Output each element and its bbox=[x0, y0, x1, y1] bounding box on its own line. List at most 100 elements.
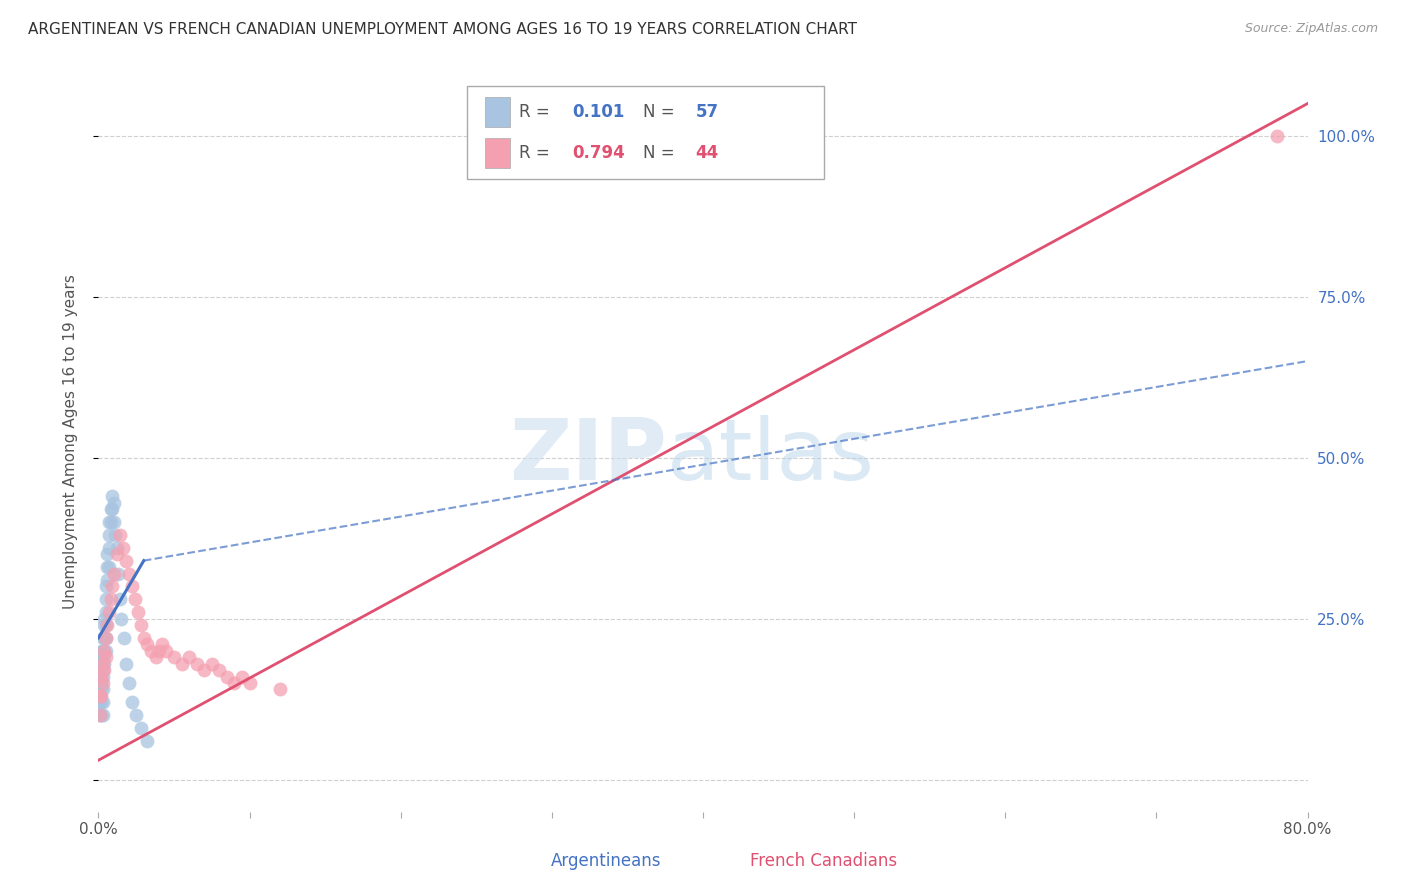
Point bbox=[170, 657, 193, 671]
Point bbox=[90, 650, 112, 665]
Point bbox=[100, 592, 122, 607]
Point bbox=[89, 689, 111, 703]
Point bbox=[93, 663, 115, 677]
Point bbox=[90, 676, 112, 690]
Point bbox=[101, 579, 124, 593]
Point bbox=[91, 669, 114, 683]
Point bbox=[105, 547, 128, 561]
Text: 57: 57 bbox=[696, 103, 718, 121]
Text: Argentineans: Argentineans bbox=[551, 853, 661, 871]
Point bbox=[101, 489, 124, 503]
Text: ARGENTINEAN VS FRENCH CANADIAN UNEMPLOYMENT AMONG AGES 16 TO 19 YEARS CORRELATIO: ARGENTINEAN VS FRENCH CANADIAN UNEMPLOYM… bbox=[28, 22, 858, 37]
Point bbox=[98, 541, 121, 555]
Point bbox=[89, 695, 111, 709]
Point bbox=[100, 502, 122, 516]
Point bbox=[124, 592, 146, 607]
Point bbox=[125, 708, 148, 723]
Text: 0.101: 0.101 bbox=[572, 103, 624, 121]
Text: R =: R = bbox=[519, 103, 555, 121]
Point bbox=[98, 605, 121, 619]
Text: 0.794: 0.794 bbox=[572, 144, 626, 161]
Point bbox=[91, 650, 114, 665]
Point bbox=[89, 676, 111, 690]
Point bbox=[231, 669, 253, 683]
Text: Source: ZipAtlas.com: Source: ZipAtlas.com bbox=[1244, 22, 1378, 36]
Point bbox=[94, 631, 117, 645]
Point bbox=[91, 708, 114, 723]
Point bbox=[93, 644, 115, 658]
Point bbox=[224, 676, 246, 690]
Point bbox=[186, 657, 208, 671]
Point bbox=[94, 644, 117, 658]
Point bbox=[150, 637, 173, 651]
Point bbox=[91, 657, 114, 671]
Point bbox=[129, 618, 152, 632]
Point bbox=[96, 573, 118, 587]
Point bbox=[94, 650, 117, 665]
Point bbox=[90, 689, 112, 703]
Point bbox=[89, 657, 111, 671]
Point bbox=[94, 579, 117, 593]
Point bbox=[141, 644, 163, 658]
Point bbox=[100, 515, 122, 529]
Y-axis label: Unemployment Among Ages 16 to 19 years: Unemployment Among Ages 16 to 19 years bbox=[63, 274, 77, 609]
Point bbox=[94, 631, 117, 645]
Point bbox=[91, 676, 114, 690]
Point bbox=[90, 708, 112, 723]
Point bbox=[108, 592, 131, 607]
Point bbox=[96, 618, 118, 632]
Point bbox=[127, 605, 149, 619]
Point bbox=[112, 631, 135, 645]
Point bbox=[108, 528, 131, 542]
Point bbox=[107, 566, 129, 581]
Bar bbox=[485, 138, 509, 168]
Point bbox=[104, 528, 127, 542]
Point bbox=[1267, 128, 1289, 143]
Point bbox=[103, 496, 125, 510]
Point bbox=[98, 528, 121, 542]
Point bbox=[94, 592, 117, 607]
Point bbox=[114, 554, 136, 568]
Point bbox=[91, 663, 114, 677]
Point bbox=[148, 644, 170, 658]
Text: ZIP: ZIP bbox=[509, 415, 666, 498]
Point bbox=[121, 579, 143, 593]
Point bbox=[90, 644, 112, 658]
Point bbox=[193, 663, 215, 677]
Text: atlas: atlas bbox=[666, 415, 875, 498]
Point bbox=[155, 644, 177, 658]
Point bbox=[93, 657, 115, 671]
Point bbox=[129, 721, 152, 735]
Point bbox=[89, 708, 111, 723]
Text: 44: 44 bbox=[696, 144, 718, 161]
Point bbox=[239, 676, 262, 690]
Point bbox=[90, 682, 112, 697]
Point bbox=[269, 682, 291, 697]
Point bbox=[179, 650, 201, 665]
Point bbox=[89, 708, 111, 723]
Point bbox=[98, 515, 121, 529]
Point bbox=[135, 734, 157, 748]
Point bbox=[118, 676, 141, 690]
Point bbox=[91, 695, 114, 709]
Point bbox=[121, 695, 143, 709]
FancyBboxPatch shape bbox=[467, 87, 824, 178]
Point bbox=[93, 611, 115, 625]
Bar bbox=[485, 97, 509, 127]
Point bbox=[101, 502, 124, 516]
Point bbox=[135, 637, 157, 651]
Point bbox=[93, 618, 115, 632]
Point bbox=[201, 657, 224, 671]
Point bbox=[215, 669, 238, 683]
Point bbox=[111, 541, 134, 555]
Point bbox=[110, 611, 132, 625]
Point bbox=[118, 566, 141, 581]
Point bbox=[90, 695, 112, 709]
Point bbox=[98, 560, 121, 574]
Point bbox=[89, 689, 111, 703]
Point bbox=[89, 669, 111, 683]
Point bbox=[103, 515, 125, 529]
Point bbox=[94, 618, 117, 632]
Point bbox=[91, 644, 114, 658]
Point bbox=[90, 669, 112, 683]
